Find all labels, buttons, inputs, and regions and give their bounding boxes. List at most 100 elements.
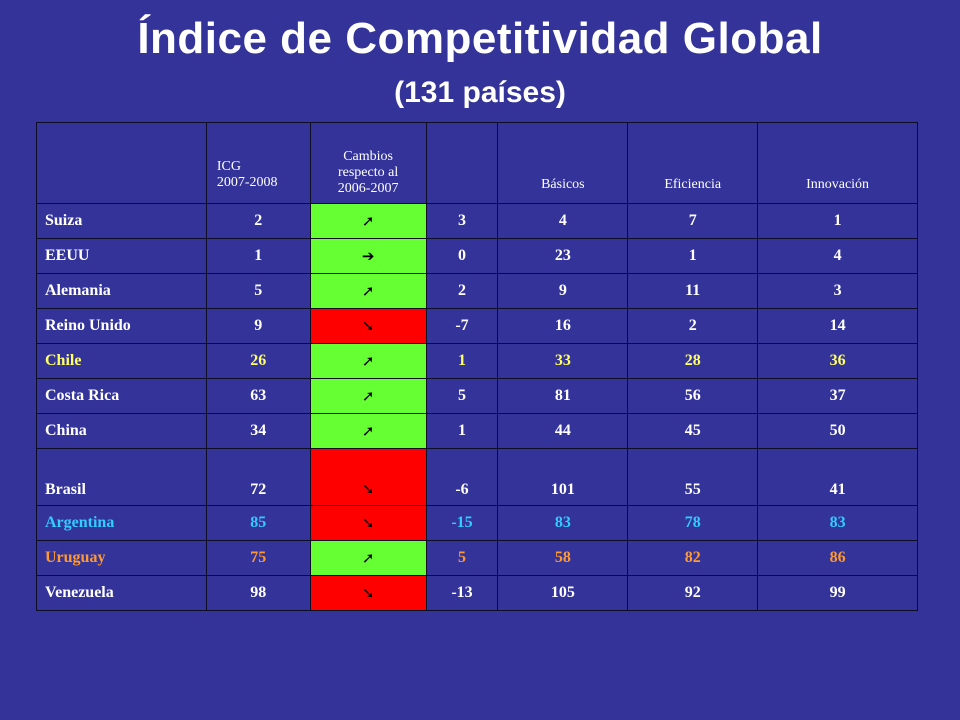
basicos-cell: 81 <box>497 378 629 414</box>
basicos-cell: 9 <box>497 273 629 309</box>
arrow-up-right-icon: ➚ <box>361 421 375 440</box>
innovacion-cell: 14 <box>757 308 918 344</box>
eficiencia-cell: 55 <box>627 448 759 506</box>
country-cell: Argentina <box>36 505 207 541</box>
icg-cell: 63 <box>205 378 311 414</box>
country-cell: Costa Rica <box>36 378 207 414</box>
trend-cell: ➘ <box>309 308 427 344</box>
arrow-up-right-icon: ➚ <box>361 281 375 300</box>
arrow-down-right-icon: ➘ <box>361 316 375 335</box>
cambio-cell: -15 <box>425 505 499 541</box>
trend-cell: ➔ <box>309 238 427 274</box>
trend-cell: ➘ <box>309 505 427 541</box>
arrow-up-right-icon: ➚ <box>361 386 375 405</box>
innovacion-cell: 1 <box>757 203 918 239</box>
country-cell: Uruguay <box>36 540 207 576</box>
trend-cell: ➘ <box>309 448 427 506</box>
eficiencia-cell: 45 <box>627 413 759 449</box>
trend-cell: ➚ <box>309 378 427 414</box>
cambio-cell: -7 <box>425 308 499 344</box>
page-subtitle: (131 países) <box>394 76 566 109</box>
icg-cell: 9 <box>205 308 311 344</box>
cambio-cell: 2 <box>425 273 499 309</box>
cambio-cell: 0 <box>425 238 499 274</box>
eficiencia-cell: 78 <box>627 505 759 541</box>
icg-cell: 1 <box>205 238 311 274</box>
trend-cell: ➚ <box>309 540 427 576</box>
table-row: Suiza 2 ➚ 3 4 7 1 <box>36 203 918 239</box>
icg-cell: 75 <box>205 540 311 576</box>
eficiencia-cell: 28 <box>627 343 759 379</box>
eficiencia-cell: 7 <box>627 203 759 239</box>
eficiencia-cell: 56 <box>627 378 759 414</box>
icg-cell: 5 <box>205 273 311 309</box>
cambio-cell: 5 <box>425 378 499 414</box>
innovacion-cell: 83 <box>757 505 918 541</box>
header-cambios: Cambios respecto al 2006-2007 <box>309 122 427 204</box>
icg-cell: 98 <box>205 575 311 611</box>
eficiencia-cell: 1 <box>627 238 759 274</box>
icg-cell: 85 <box>205 505 311 541</box>
trend-cell: ➘ <box>309 575 427 611</box>
basicos-cell: 58 <box>497 540 629 576</box>
table-row: Brasil 72 ➘ -6 101 55 41 <box>36 448 918 506</box>
table-row: EEUU 1 ➔ 0 23 1 4 <box>36 238 918 274</box>
trend-cell: ➚ <box>309 203 427 239</box>
header-icg-line1: ICG <box>216 159 241 174</box>
basicos-cell: 33 <box>497 343 629 379</box>
country-cell: Brasil <box>36 448 207 506</box>
table-row: Reino Unido 9 ➘ -7 16 2 14 <box>36 308 918 344</box>
innovacion-cell: 4 <box>757 238 918 274</box>
header-basicos: Básicos <box>497 122 629 204</box>
arrow-up-right-icon: ➚ <box>361 548 375 567</box>
innovacion-cell: 99 <box>757 575 918 611</box>
innovacion-cell: 41 <box>757 448 918 506</box>
innovacion-cell: 50 <box>757 413 918 449</box>
eficiencia-cell: 82 <box>627 540 759 576</box>
country-cell: Venezuela <box>36 575 207 611</box>
innovacion-cell: 36 <box>757 343 918 379</box>
arrow-right-icon: ➔ <box>361 246 375 265</box>
basicos-cell: 83 <box>497 505 629 541</box>
basicos-cell: 44 <box>497 413 629 449</box>
table-row: Uruguay 75 ➚ 5 58 82 86 <box>36 540 918 576</box>
cambio-cell: 1 <box>425 413 499 449</box>
table-row: Alemania 5 ➚ 2 9 11 3 <box>36 273 918 309</box>
header-icg-line2: 2007-2008 <box>216 175 278 190</box>
country-cell: Suiza <box>36 203 207 239</box>
icg-cell: 2 <box>205 203 311 239</box>
table-row: Costa Rica 63 ➚ 5 81 56 37 <box>36 378 918 414</box>
table-row: Chile 26 ➚ 1 33 28 36 <box>36 343 918 379</box>
trend-cell: ➚ <box>309 273 427 309</box>
trend-cell: ➚ <box>309 343 427 379</box>
icg-cell: 34 <box>205 413 311 449</box>
competitiveness-table: ICG 2007-2008 Cambios respecto al 2006-2… <box>36 122 918 611</box>
icg-cell: 72 <box>205 448 311 506</box>
arrow-up-right-icon: ➚ <box>361 351 375 370</box>
header-eficiencia: Eficiencia <box>627 122 759 204</box>
header-innovacion: Innovación <box>757 122 918 204</box>
header-country <box>36 122 207 204</box>
country-cell: Reino Unido <box>36 308 207 344</box>
innovacion-cell: 3 <box>757 273 918 309</box>
cambio-cell: 3 <box>425 203 499 239</box>
eficiencia-cell: 11 <box>627 273 759 309</box>
country-cell: Chile <box>36 343 207 379</box>
table-row: Argentina 85 ➘ -15 83 78 83 <box>36 505 918 541</box>
basicos-cell: 16 <box>497 308 629 344</box>
cambio-cell: -6 <box>425 448 499 506</box>
arrow-down-right-icon: ➘ <box>361 513 375 532</box>
icg-cell: 26 <box>205 343 311 379</box>
basicos-cell: 101 <box>497 448 629 506</box>
header-cambios-line1: Cambios <box>343 149 393 164</box>
cambio-cell: -13 <box>425 575 499 611</box>
basicos-cell: 4 <box>497 203 629 239</box>
country-cell: Alemania <box>36 273 207 309</box>
header-cambio-value <box>425 122 499 204</box>
country-cell: EEUU <box>36 238 207 274</box>
arrow-down-right-icon: ➘ <box>361 583 375 602</box>
arrow-down-right-icon: ➘ <box>361 480 375 498</box>
header-icg: ICG 2007-2008 <box>205 122 311 204</box>
page-title: Índice de Competitividad Global <box>137 14 823 63</box>
innovacion-cell: 86 <box>757 540 918 576</box>
